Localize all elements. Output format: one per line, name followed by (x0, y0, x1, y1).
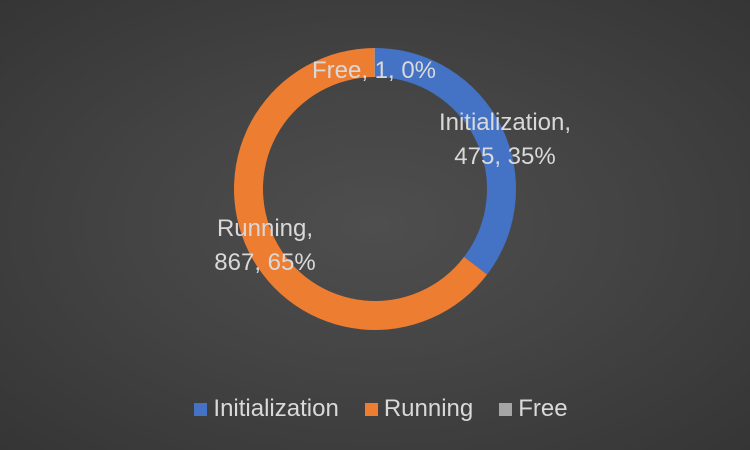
donut-slice-initialization[interactable] (375, 48, 516, 275)
legend-label-running: Running (383, 395, 474, 422)
legend-swatch-running (364, 402, 378, 416)
legend: Initialization Running Free (0, 392, 750, 426)
data-label-running-line1: Running, (216, 215, 314, 242)
data-label-initialization-line1: Initialization, (438, 109, 572, 136)
legend-entry-free[interactable]: Free (487, 395, 568, 423)
data-label-free-text: Free, 1, 0% (311, 57, 437, 84)
data-label-free: Free, 1, 0% (304, 54, 444, 88)
legend-entry-running[interactable]: Running (353, 395, 473, 423)
donut-slice-free[interactable] (374, 48, 375, 78)
legend-label-free: Free (518, 395, 568, 422)
legend-swatch-free (499, 402, 513, 416)
data-label-initialization: Initialization, 475, 35% (420, 106, 590, 174)
data-label-running: Running, 867, 65% (190, 212, 340, 280)
data-label-initialization-line2: 475, 35% (454, 143, 556, 170)
data-label-running-line2: 867, 65% (214, 249, 316, 276)
legend-entry-initialization[interactable]: Initialization (182, 395, 339, 423)
legend-swatch-initialization (194, 402, 208, 416)
legend-label-initialization: Initialization (213, 395, 339, 422)
